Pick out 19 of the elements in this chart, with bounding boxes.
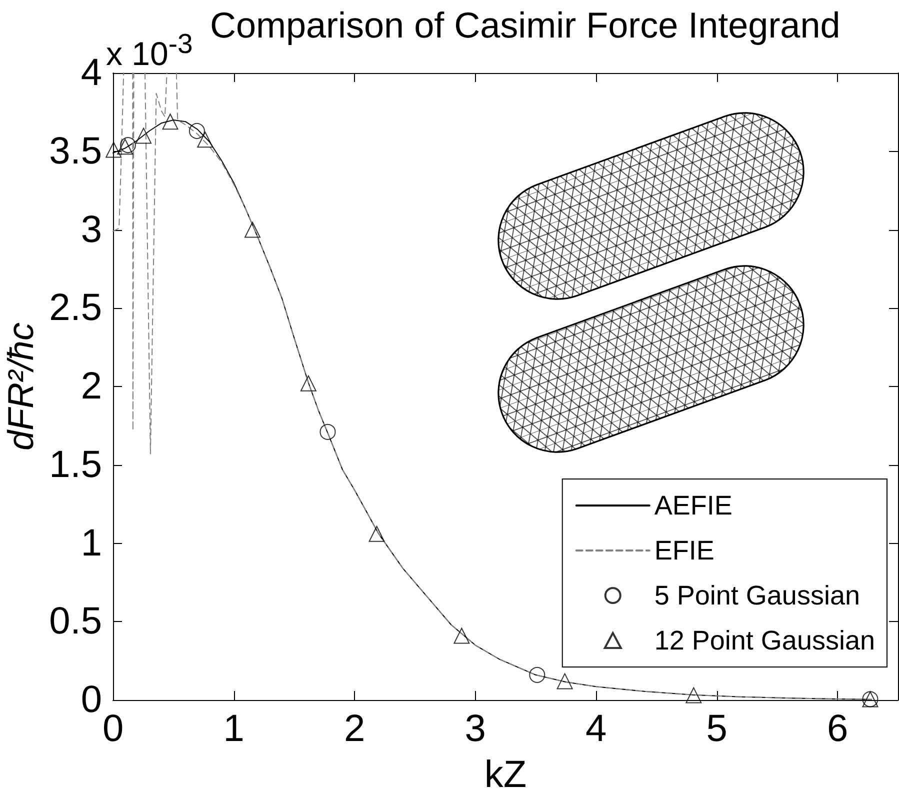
x-tick-label: 4 bbox=[586, 708, 607, 750]
x-tick-label: 2 bbox=[344, 708, 366, 750]
y-axis-title: dFR²/ħc bbox=[0, 322, 41, 451]
x-tick-label: 1 bbox=[223, 708, 244, 750]
chart-title: Comparison of Casimir Force Integrand bbox=[210, 4, 840, 46]
x-tick-label: 3 bbox=[464, 708, 486, 750]
x-tick-label: 5 bbox=[706, 708, 728, 750]
y-tick-label: 3.5 bbox=[49, 130, 102, 172]
text: x 10$^{-3}$ bbox=[106, 27, 193, 72]
y-tick-label: 3 bbox=[80, 208, 102, 251]
y-tick-label: 2 bbox=[80, 366, 102, 408]
y-tick-label: 0 bbox=[80, 679, 102, 721]
y-tick-label: 2.5 bbox=[49, 287, 102, 330]
x-axis-title: kZ bbox=[484, 754, 527, 796]
y-tick-label: 1.5 bbox=[49, 444, 102, 486]
y-tick-label: 4 bbox=[80, 52, 102, 94]
y-tick-label: 0.5 bbox=[49, 600, 102, 643]
y-tick-label: 1 bbox=[80, 522, 102, 564]
x-tick-label: 6 bbox=[827, 708, 848, 750]
